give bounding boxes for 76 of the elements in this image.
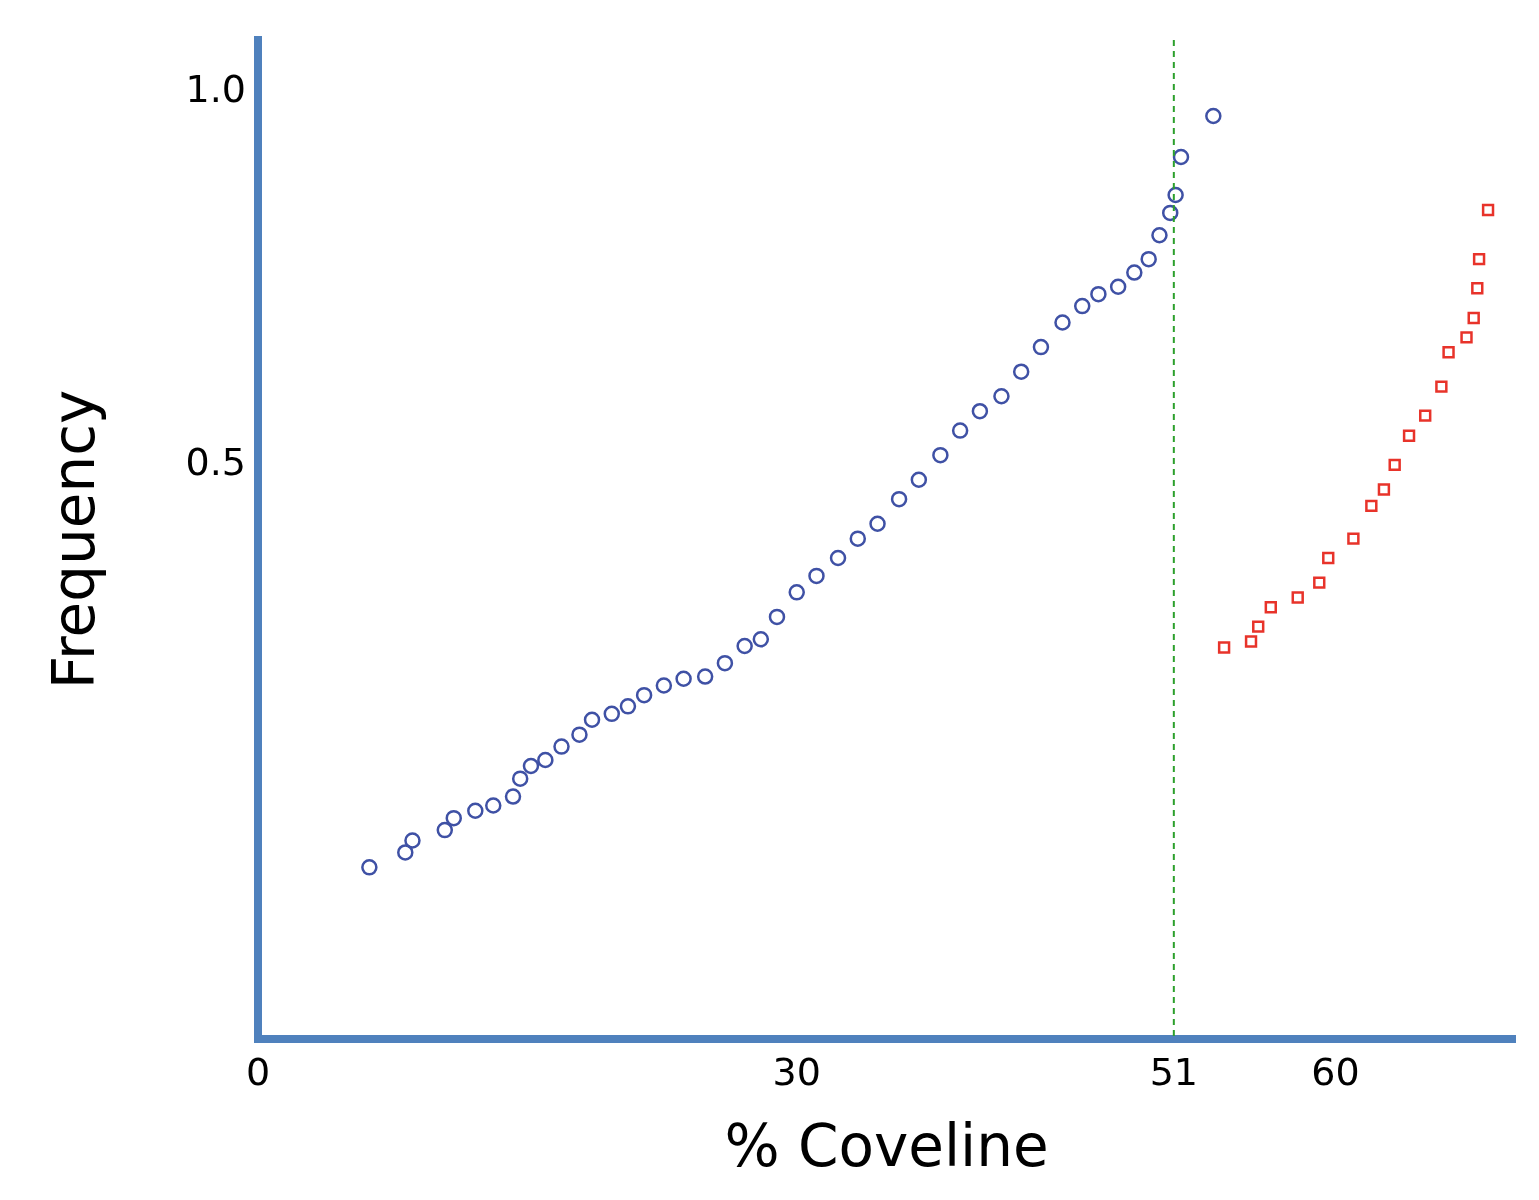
point <box>1161 204 1179 222</box>
point <box>768 608 786 626</box>
point <box>1032 338 1050 356</box>
point <box>1472 252 1486 266</box>
point <box>736 637 753 655</box>
point <box>1151 227 1168 244</box>
point <box>932 446 949 464</box>
point <box>436 821 454 839</box>
point <box>1073 297 1091 315</box>
point <box>829 549 847 567</box>
x-tick-label: 0 <box>245 1050 271 1095</box>
point <box>1291 591 1304 604</box>
point <box>467 802 484 819</box>
point <box>1377 483 1391 496</box>
point <box>485 797 502 814</box>
point <box>869 515 886 532</box>
x-tick-label: 30 <box>772 1050 821 1095</box>
point <box>655 677 673 694</box>
point <box>1012 363 1030 380</box>
point <box>890 490 908 508</box>
point <box>971 402 989 420</box>
x-axis-title: % Coveline <box>724 1112 1049 1181</box>
point <box>1460 331 1473 344</box>
point <box>553 738 570 755</box>
point <box>571 726 588 743</box>
point <box>849 530 867 547</box>
point <box>522 757 540 775</box>
point <box>788 584 805 601</box>
point <box>910 471 928 489</box>
point <box>445 809 463 827</box>
point <box>583 711 601 729</box>
point <box>1090 285 1107 303</box>
point <box>752 631 770 648</box>
point <box>504 788 522 805</box>
y-tick-label: 0.5 <box>185 439 247 484</box>
point <box>1419 409 1432 422</box>
point <box>619 698 637 715</box>
point <box>1322 551 1335 565</box>
point <box>1471 282 1484 295</box>
point <box>635 686 653 704</box>
point <box>1467 311 1480 325</box>
point <box>1140 250 1157 268</box>
point <box>1217 641 1231 654</box>
point <box>1109 278 1127 295</box>
point <box>808 567 825 585</box>
point <box>1402 429 1416 442</box>
x-tick-label: 60 <box>1311 1050 1360 1095</box>
point <box>1388 458 1401 472</box>
point <box>716 654 734 672</box>
point <box>1264 601 1277 614</box>
point <box>1481 203 1495 217</box>
point <box>511 770 529 787</box>
point <box>1167 186 1184 204</box>
point <box>696 668 714 685</box>
point <box>1172 148 1190 166</box>
x-tick-label: 51 <box>1149 1050 1198 1095</box>
point <box>603 705 621 723</box>
point <box>1205 107 1222 125</box>
point <box>1365 499 1378 513</box>
point <box>404 832 421 849</box>
point <box>361 859 378 876</box>
point <box>675 670 692 688</box>
point <box>1442 346 1455 359</box>
point <box>537 751 554 769</box>
point <box>993 388 1010 405</box>
y-axis-title: Frequency <box>39 389 108 690</box>
point <box>1435 380 1448 393</box>
point <box>1126 264 1143 281</box>
point <box>1347 532 1360 545</box>
point <box>1054 314 1071 331</box>
point <box>1244 635 1258 648</box>
point <box>397 844 414 861</box>
point <box>1313 576 1326 589</box>
point <box>951 422 969 439</box>
y-tick-label: 1.0 <box>185 67 247 112</box>
point <box>1252 620 1265 633</box>
